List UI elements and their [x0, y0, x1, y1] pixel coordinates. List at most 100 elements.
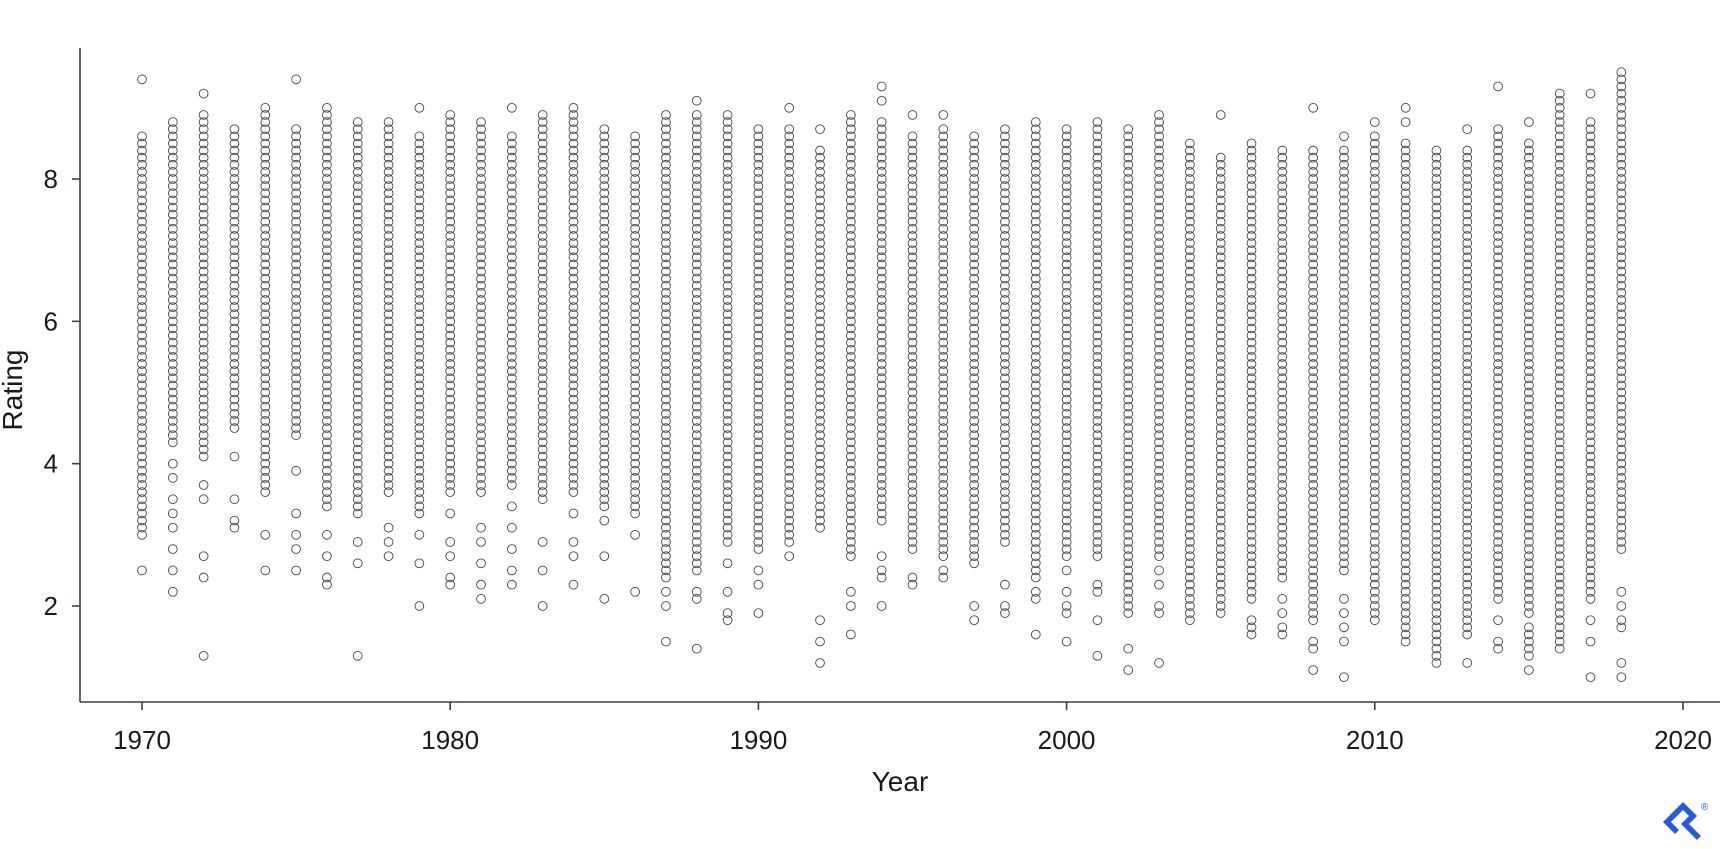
data-point [1246, 216, 1257, 227]
data-point [1400, 551, 1411, 562]
data-point [876, 238, 887, 248]
data-point [1123, 323, 1134, 334]
data-point [1277, 480, 1288, 490]
data-point [1246, 380, 1257, 391]
data-point [1000, 352, 1010, 362]
data-point [445, 508, 456, 519]
data-point [815, 259, 825, 270]
data-point [322, 195, 332, 206]
data-point [1431, 295, 1442, 305]
data-point [198, 138, 209, 149]
data-point [229, 295, 240, 305]
data-point [1462, 352, 1473, 362]
data-point [1462, 579, 1473, 590]
data-point [1400, 515, 1411, 526]
data-point [1277, 373, 1288, 384]
data-point [476, 209, 486, 220]
data-point [969, 337, 979, 348]
data-point [1154, 394, 1164, 405]
x-tick-label: 1980 [421, 725, 479, 755]
data-point [229, 494, 240, 505]
data-point [1585, 522, 1596, 533]
data-point [1154, 480, 1164, 490]
data-point [414, 394, 425, 405]
data-point [722, 522, 733, 533]
data-point [1493, 401, 1503, 412]
data-point [167, 195, 178, 206]
data-point [722, 231, 733, 241]
data-point [352, 444, 363, 455]
data-point [1030, 558, 1041, 569]
data-point [938, 444, 949, 455]
data-point [1092, 238, 1103, 248]
data-point [291, 174, 301, 184]
data-point [1431, 145, 1442, 156]
data-point [969, 259, 979, 270]
data-point [1493, 565, 1503, 576]
data-point [1400, 409, 1411, 419]
data-point [907, 309, 918, 320]
data-point [1061, 430, 1072, 441]
data-point [938, 344, 949, 355]
data-point [753, 337, 764, 348]
data-point [1524, 537, 1534, 547]
data-point [815, 658, 825, 668]
data-point [907, 110, 918, 120]
data-point [938, 373, 949, 384]
data-point [630, 451, 640, 462]
data-point [1308, 223, 1319, 234]
data-point [938, 416, 949, 426]
data-point [198, 401, 209, 412]
data-point [1524, 288, 1534, 298]
data-point [322, 209, 332, 220]
data-point [1000, 295, 1010, 305]
data-point [599, 280, 610, 291]
data-point [938, 216, 949, 227]
data-point [1554, 380, 1565, 391]
data-point [1339, 231, 1349, 241]
data-point [661, 337, 671, 348]
data-point [1554, 579, 1565, 590]
data-point [661, 167, 671, 177]
data-point [322, 316, 332, 327]
data-point [1185, 174, 1195, 184]
data-point [445, 537, 456, 547]
data-point [784, 295, 795, 305]
data-point [846, 245, 856, 256]
data-point [1061, 565, 1072, 576]
data-point [383, 117, 394, 127]
data-point [1092, 401, 1103, 412]
data-point [1061, 337, 1072, 348]
data-point [1000, 423, 1010, 433]
data-point [1030, 565, 1041, 576]
data-point [1092, 423, 1103, 433]
data-point [661, 131, 671, 142]
data-point [1246, 565, 1257, 576]
data-point [1400, 223, 1411, 234]
data-point [1154, 508, 1164, 519]
data-point [1524, 245, 1534, 256]
data-point [1493, 387, 1503, 398]
data-point [1369, 245, 1380, 256]
data-point [876, 394, 887, 405]
data-point [1123, 231, 1134, 241]
data-point [1616, 352, 1627, 362]
data-point [1585, 238, 1596, 248]
data-point [1061, 174, 1072, 184]
data-point [137, 337, 147, 348]
data-point [167, 473, 178, 483]
data-point [784, 465, 795, 476]
data-point [1524, 522, 1534, 533]
data-point [784, 380, 795, 391]
data-point [291, 167, 301, 177]
data-point [1000, 608, 1010, 618]
data-point [1154, 501, 1164, 512]
data-point [1030, 352, 1041, 362]
data-point [846, 238, 856, 248]
data-point [198, 480, 209, 490]
data-point [599, 145, 610, 156]
data-point [1524, 309, 1534, 320]
data-point [1462, 494, 1473, 505]
data-point [661, 188, 671, 199]
data-point [969, 615, 979, 626]
